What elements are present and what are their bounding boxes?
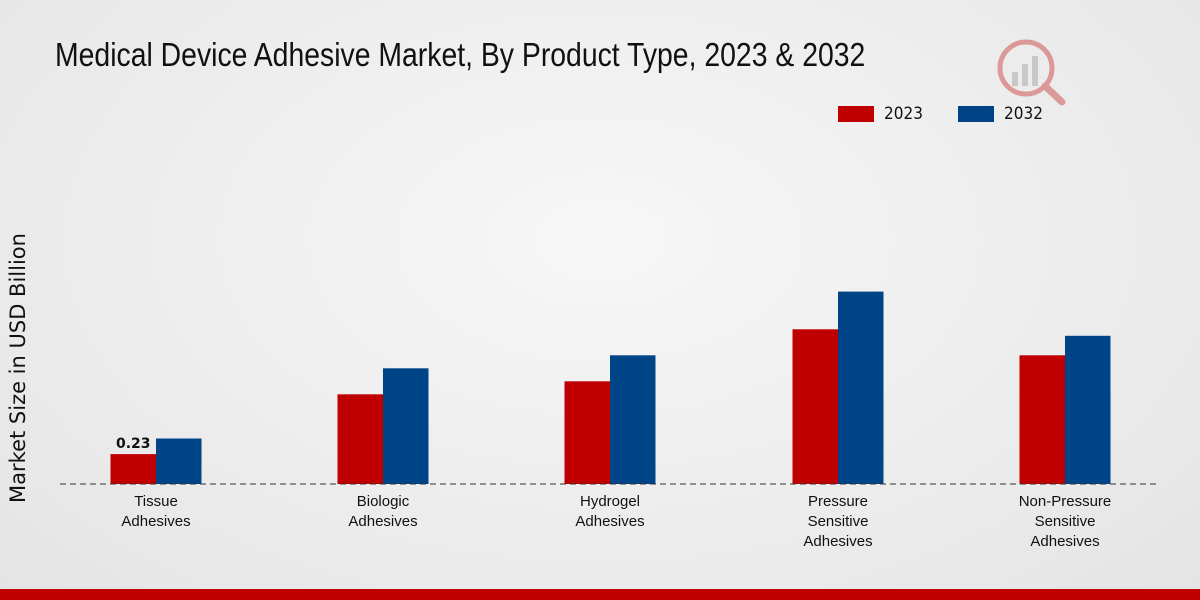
x-tick-label-2-line-0: Hydrogel	[580, 493, 640, 510]
x-tick-label-1-line-1: Adhesives	[348, 513, 417, 530]
legend-swatch-2032	[958, 106, 994, 122]
legend-label-2023: 2023	[884, 104, 923, 124]
x-tick-label-0-line-1: Adhesives	[121, 513, 190, 530]
x-tick-label-4-line-1: Sensitive	[1035, 513, 1096, 530]
legend-swatch-2023	[838, 106, 874, 122]
x-tick-label-4-line-0: Non-Pressure	[1019, 493, 1112, 510]
legend-label-2032: 2032	[1004, 104, 1043, 124]
chart-title: Medical Device Adhesive Market, By Produ…	[55, 36, 866, 73]
bar-2032-3	[838, 291, 884, 484]
x-tick-label-3-line-1: Sensitive	[808, 513, 869, 530]
bar-2032-2	[610, 355, 656, 484]
data-label-2023-0: 0.23	[116, 436, 151, 452]
x-tick-label-2-line-1: Adhesives	[575, 513, 644, 530]
bar-2032-4	[1065, 335, 1111, 484]
bar-2032-1	[383, 368, 429, 484]
bar-2023-4	[1019, 355, 1065, 484]
bar-2023-3	[792, 329, 838, 484]
watermark-logo-icon	[997, 39, 1066, 106]
legend-item-2023: 2023	[838, 104, 927, 124]
x-tick-label-0-line-0: Tissue	[134, 493, 178, 510]
bar-2032-0	[156, 438, 202, 484]
bar-2023-1	[337, 394, 383, 484]
x-tick-label-3-line-2: Adhesives	[803, 533, 872, 550]
legend-item-2032: 2032	[958, 104, 1047, 124]
x-tick-label-1-line-0: Biologic	[357, 493, 410, 510]
x-tick-label-3-line-0: Pressure	[808, 493, 868, 510]
footer-accent-bar	[0, 589, 1200, 600]
bar-2023-0	[110, 454, 156, 484]
bar-2023-2	[564, 381, 610, 484]
x-tick-label-4-line-2: Adhesives	[1030, 533, 1099, 550]
